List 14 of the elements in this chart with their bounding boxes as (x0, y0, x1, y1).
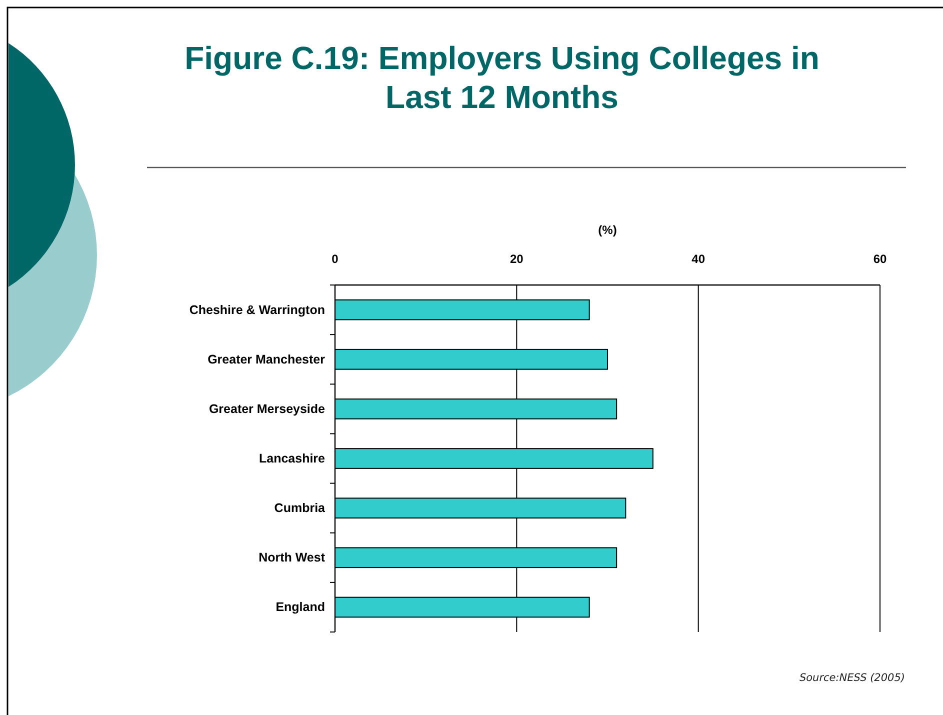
y-tick-label: Lancashire (258, 452, 326, 466)
y-tick-label: England (276, 600, 325, 614)
x-tick-label: 40 (692, 252, 706, 266)
x-tick-label: 20 (510, 252, 524, 266)
y-tick-label: Greater Manchester (208, 352, 326, 366)
y-tick-label: North West (258, 550, 326, 565)
x-tick-label: 60 (873, 252, 887, 266)
y-tick-label: Cumbria (274, 501, 326, 516)
source-note: Source:NESS (2005) (799, 672, 905, 684)
chart-title: Figure C.19: Employers Using Colleges in Last 12 Months (184, 40, 820, 115)
y-tick-label: Cheshire & Warrington (189, 302, 325, 317)
x-axis-title: (%) (598, 223, 617, 237)
x-tick-label: 0 (332, 252, 339, 266)
y-tick-label: Greater Merseyside (208, 402, 326, 416)
